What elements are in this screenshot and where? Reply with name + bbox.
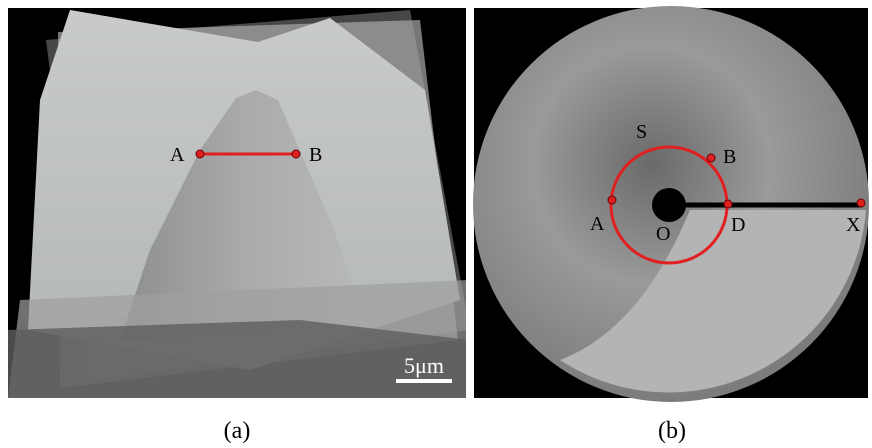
point-label: S [636,121,647,143]
point-marker [292,150,300,158]
caption: (b) [658,418,686,444]
panel-a: A B 5μm [8,8,470,398]
scale-bar-label: 5μm [404,353,444,378]
scale-bar [396,379,452,383]
point-marker [608,196,616,204]
point-marker [857,199,865,207]
sem-image [8,10,470,398]
figure: A B 5μm S B A O D X (a) (b) [0,0,872,448]
caption: (a) [224,418,251,444]
point-label: B [309,144,322,166]
panel-b: S B A O D X [473,6,869,402]
point-label: A [590,213,605,235]
center-dot [652,188,686,222]
point-label: X [846,214,861,236]
point-label: O [656,223,670,245]
point-marker [707,154,715,162]
point-label: B [723,146,736,168]
point-marker [196,150,204,158]
point-label: D [731,214,745,236]
point-marker [724,200,732,208]
point-label: A [170,144,185,166]
